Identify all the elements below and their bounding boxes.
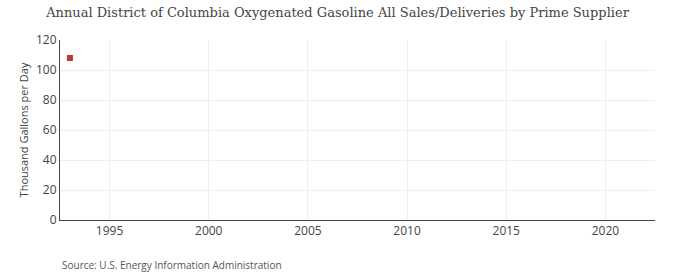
svg-text:2015: 2015 <box>493 222 521 239</box>
svg-text:1995: 1995 <box>96 222 124 239</box>
svg-text:Source: U.S. Energy Informatio: Source: U.S. Energy Information Administ… <box>62 258 282 272</box>
svg-text:120: 120 <box>36 31 57 48</box>
svg-text:0: 0 <box>50 211 57 228</box>
svg-text:2005: 2005 <box>294 222 322 239</box>
svg-text:Thousand Gallons per Day: Thousand Gallons per Day <box>16 62 31 197</box>
svg-text:60: 60 <box>43 121 57 138</box>
svg-text:20: 20 <box>43 181 57 198</box>
svg-text:2010: 2010 <box>393 222 421 239</box>
svg-text:2020: 2020 <box>592 222 620 239</box>
svg-text:Annual District of Columbia Ox: Annual District of Columbia Oxygenated G… <box>45 5 630 20</box>
svg-text:40: 40 <box>43 151 57 168</box>
svg-text:100: 100 <box>36 61 57 78</box>
svg-text:80: 80 <box>43 91 57 108</box>
svg-text:2000: 2000 <box>195 222 223 239</box>
